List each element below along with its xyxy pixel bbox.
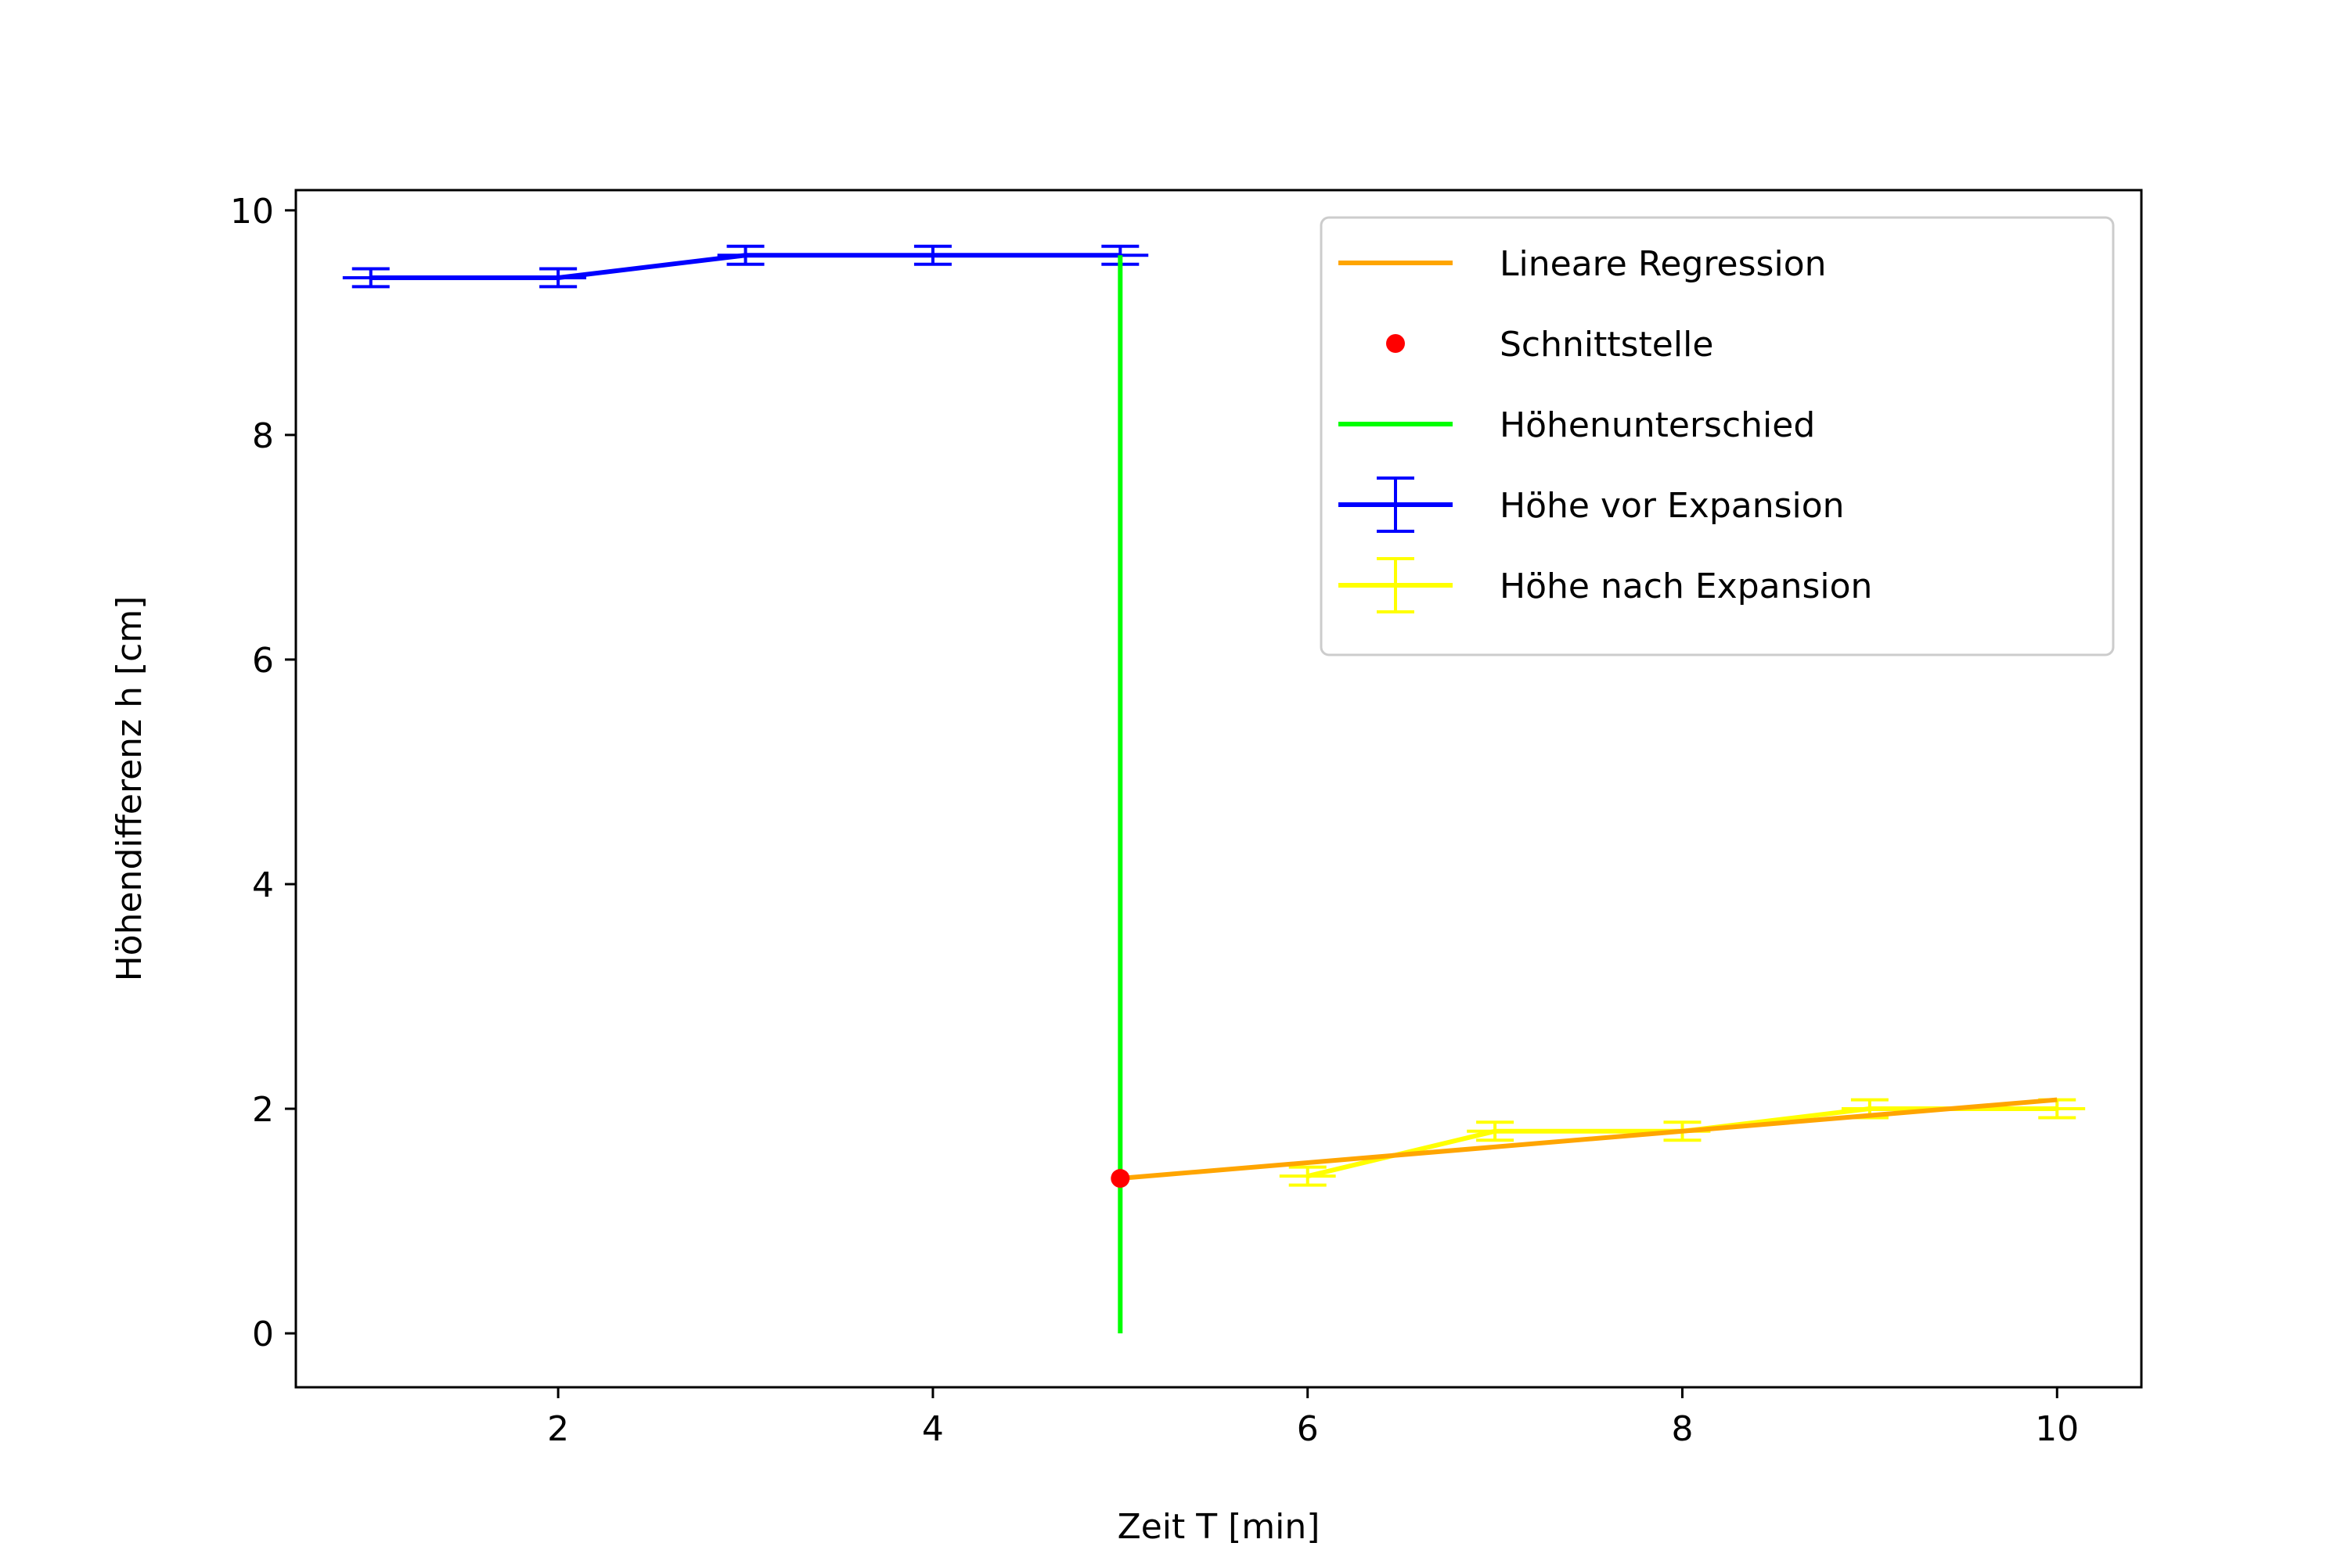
legend-item-2-label: Höhenunterschied (1500, 405, 1815, 445)
legend-item-1-label: Schnittstelle (1500, 325, 1713, 365)
legend-box (1320, 216, 2115, 656)
legend-item-3-label: Höhe vor Expansion (1500, 486, 1845, 526)
y-tick-label-2: 4 (252, 865, 274, 905)
x-tick-label-3: 8 (1671, 1409, 1693, 1449)
legend-item-1-marker (1386, 334, 1405, 353)
x-tick-label-0: 2 (547, 1409, 569, 1449)
legend-item-4-label: Höhe nach Expansion (1500, 566, 1872, 606)
y-tick-label-1: 2 (252, 1090, 274, 1130)
axis-ticks: 2 4 6 8 10 0 2 4 6 8 10 (230, 192, 2079, 1449)
y-tick-label-5: 10 (230, 192, 274, 232)
x-tick-label-4: 10 (2035, 1409, 2079, 1449)
y-tick-label-0: 0 (252, 1314, 274, 1354)
x-tick-label-2: 6 (1297, 1409, 1319, 1449)
series-1-line (1307, 1106, 2058, 1179)
y-tick-label-4: 8 (252, 416, 274, 456)
plot-area (342, 244, 2086, 1334)
y-axis-label: Höhendifferenz h [cm] (110, 596, 149, 982)
series-4-point-0 (1111, 1169, 1130, 1189)
y-tick-label-3: 6 (252, 641, 274, 681)
legend-item-0-label: Lineare Regression (1500, 244, 1827, 284)
series-3-line (1120, 1097, 2058, 1181)
x-tick-label-1: 4 (922, 1409, 944, 1449)
legend: Lineare Regression Schnittstelle Höhenunte… (1320, 216, 2115, 656)
plot-frame (294, 189, 2143, 1389)
x-axis-label: Zeit T [min] (1118, 1507, 1320, 1547)
